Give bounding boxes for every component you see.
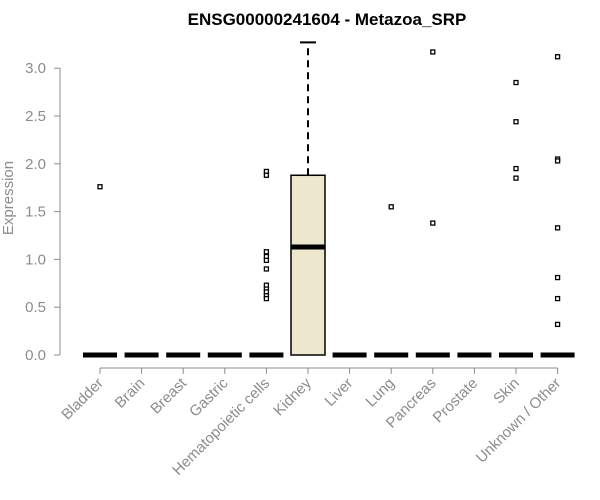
y-tick-label: 0.5 bbox=[25, 299, 46, 316]
x-tick-label: Brain bbox=[112, 375, 149, 412]
outlier-point bbox=[554, 295, 561, 302]
x-tick-label: Liver bbox=[321, 375, 356, 410]
outlier-point bbox=[97, 184, 103, 190]
x-tick-label: Kidney bbox=[270, 374, 315, 419]
x-tick-label: Breast bbox=[147, 374, 190, 417]
box-kidney bbox=[290, 41, 326, 356]
box-skin bbox=[499, 79, 533, 358]
box-bladder bbox=[83, 184, 117, 358]
outlier-point bbox=[513, 175, 519, 181]
y-tick-label: 3.0 bbox=[25, 60, 46, 77]
outlier-point bbox=[263, 249, 270, 255]
box-hematopoietic-cells bbox=[249, 168, 284, 358]
y-tick-label: 2.0 bbox=[25, 156, 46, 173]
outlier-point bbox=[430, 49, 436, 55]
y-tick-label: 1.5 bbox=[25, 204, 46, 221]
y-tick-label: 0.0 bbox=[25, 347, 46, 364]
iqr-box bbox=[290, 174, 326, 356]
outlier-point bbox=[554, 225, 561, 231]
outlier-point bbox=[388, 204, 394, 210]
y-tick-label: 2.5 bbox=[25, 108, 46, 125]
outlier-point bbox=[263, 172, 270, 178]
box-lung bbox=[374, 204, 409, 358]
outlier-point bbox=[513, 79, 519, 86]
y-tick-label: 1.0 bbox=[25, 251, 46, 268]
chart-title: ENSG00000241604 - Metazoa_SRP bbox=[188, 10, 467, 29]
box-pancreas bbox=[415, 49, 450, 358]
box-group bbox=[83, 41, 575, 358]
x-tick-label: Bladder bbox=[58, 375, 107, 424]
x-tick-label: Lung bbox=[362, 375, 398, 411]
outlier-point bbox=[513, 165, 519, 172]
y-axis-label: Expression bbox=[0, 161, 17, 235]
box-unknown-other bbox=[540, 54, 575, 358]
outlier-point bbox=[554, 274, 561, 281]
outlier-point bbox=[430, 220, 436, 226]
outlier-point bbox=[513, 119, 519, 125]
x-tick-label: Skin bbox=[490, 375, 523, 408]
outlier-point bbox=[554, 54, 561, 60]
outlier-point bbox=[263, 266, 270, 272]
outlier-point bbox=[263, 257, 270, 264]
y-axis: 0.0 0.5 1.0 1.5 2.0 2.5 3.0 bbox=[25, 60, 61, 364]
outlier-point bbox=[554, 321, 561, 328]
outlier-point bbox=[554, 158, 561, 164]
x-tick-label: Prostate bbox=[430, 375, 482, 427]
outlier-point bbox=[263, 295, 270, 302]
